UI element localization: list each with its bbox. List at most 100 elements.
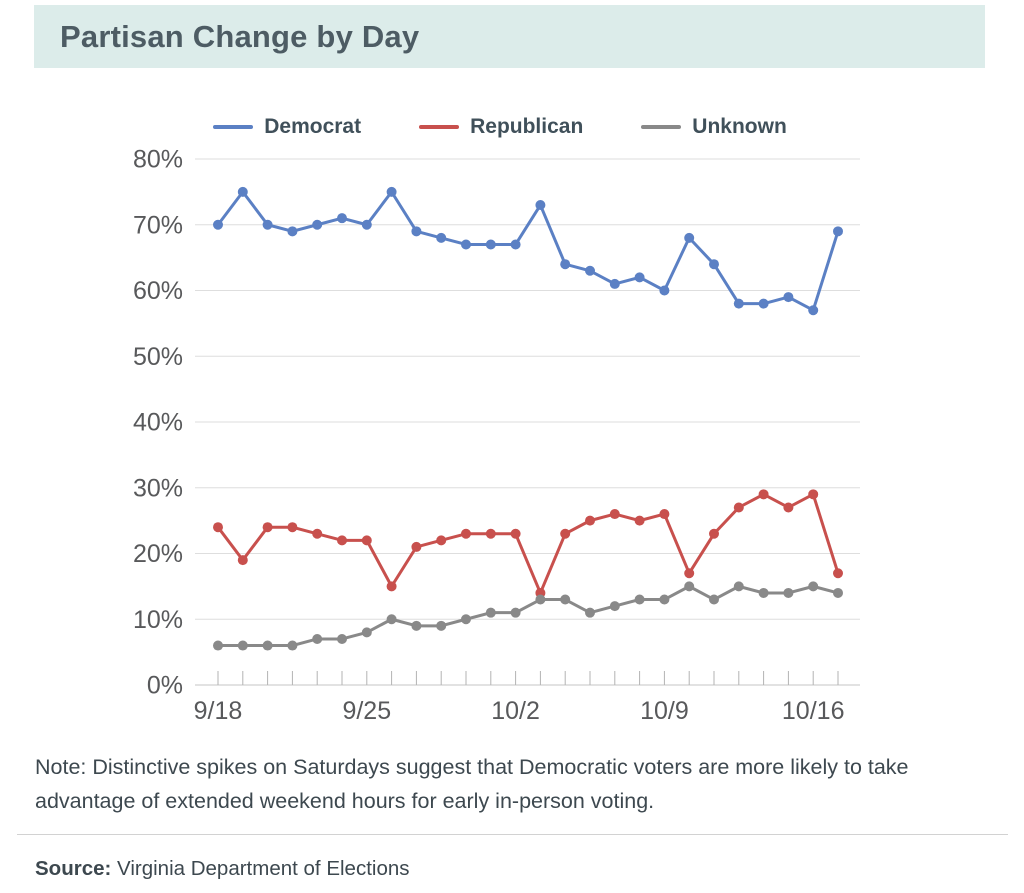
series-democrat-point <box>237 186 248 197</box>
series-unknown-point <box>609 601 620 612</box>
legend-swatch-democrat <box>213 125 254 129</box>
divider <box>17 833 1008 835</box>
series-unknown-point <box>634 594 645 605</box>
series-republican-point <box>833 568 843 579</box>
series-democrat-point <box>609 278 620 289</box>
chart-header: Partisan Change by Day <box>34 5 985 68</box>
x-axis-label: 9/25 <box>342 697 391 725</box>
series-democrat-point <box>535 200 546 211</box>
series-democrat-point <box>287 226 298 237</box>
series-republican-point <box>411 541 422 552</box>
series-unknown-point <box>411 620 422 631</box>
series-unknown-point <box>758 587 769 598</box>
series-republican-point <box>585 515 595 526</box>
series-unknown-point <box>485 607 496 618</box>
series-unknown-point <box>262 640 273 651</box>
series-unknown-line <box>216 584 840 648</box>
series-republican-point <box>262 522 273 533</box>
series-unknown-point <box>659 594 670 605</box>
note-line: advantage of extended weekend hours for … <box>35 789 655 814</box>
series-unknown-point <box>237 640 248 651</box>
series-republican-point <box>684 568 695 579</box>
series-democrat-point <box>485 239 496 250</box>
series-republican-point <box>461 528 471 539</box>
series-unknown-point <box>833 587 843 598</box>
legend-item-democrat: Democrat <box>213 115 361 139</box>
series-republican-point <box>436 535 447 546</box>
series-republican-point <box>361 535 372 546</box>
series-democrat-point <box>361 219 372 230</box>
series-unknown-point <box>312 633 323 644</box>
series-unknown-point <box>287 640 298 651</box>
series-republican-point <box>386 581 397 592</box>
series-democrat-line <box>216 190 840 312</box>
series-democrat-point <box>312 219 323 230</box>
series-democrat-point <box>461 239 471 250</box>
series-unknown-point <box>461 614 471 625</box>
y-axis-label: 80% <box>133 146 183 174</box>
series-republican-point <box>510 528 521 539</box>
series-unknown-point <box>733 581 744 592</box>
series-republican-point <box>237 555 248 566</box>
series-unknown-point <box>783 587 794 598</box>
series-unknown-point <box>535 594 546 605</box>
series-democrat-point <box>634 272 645 283</box>
series-republican-point <box>287 522 298 533</box>
series-unknown-point <box>510 607 521 618</box>
note-line: Note: Distinctive spikes on Saturdays su… <box>35 755 909 779</box>
series-democrat-point <box>684 232 695 243</box>
series-unknown-point <box>684 581 695 592</box>
series-unknown-point <box>436 620 447 631</box>
series-republican-point <box>634 515 645 526</box>
series-democrat-point <box>733 298 744 309</box>
series-republican-point <box>783 502 794 513</box>
y-axis-label: 40% <box>133 409 183 437</box>
series-unknown-point <box>361 627 372 638</box>
legend-item-republican: Republican <box>419 115 583 139</box>
series-democrat-point <box>833 226 843 237</box>
series-unknown-point <box>808 581 819 592</box>
y-axis-label: 70% <box>133 211 183 239</box>
series-democrat-point <box>262 219 273 230</box>
source-text: Virginia Department of Elections <box>117 856 410 880</box>
legend-swatch-unknown <box>641 125 682 129</box>
series-unknown-point <box>709 594 719 605</box>
y-axis-label: 30% <box>133 474 183 502</box>
series-unknown-point <box>386 614 397 625</box>
legend-label-democrat: Democrat <box>264 115 362 138</box>
series-republican-point <box>659 509 670 520</box>
series-unknown-point <box>337 633 347 644</box>
source-label: Source: <box>35 856 112 880</box>
legend-swatch-republican <box>419 125 460 129</box>
series-democrat-point <box>411 226 422 237</box>
series-republican-point <box>485 528 496 539</box>
series-democrat-point <box>783 292 794 303</box>
series-democrat-point <box>709 259 719 270</box>
series-republican-line <box>216 492 840 595</box>
series-republican-point <box>213 522 223 533</box>
series-democrat-point <box>808 305 819 316</box>
series-unknown-point <box>213 640 223 651</box>
chart-note: Note: Distinctive spikes on Saturdays su… <box>35 750 964 819</box>
page-title: Partisan Change by Day <box>60 18 420 54</box>
y-axis-label: 0% <box>147 672 183 700</box>
series-democrat-point <box>560 259 571 270</box>
series-republican-point <box>733 502 744 513</box>
series-democrat-point <box>758 298 769 309</box>
legend-label-unknown: Unknown <box>692 115 787 138</box>
series-unknown-point <box>585 607 595 618</box>
series-democrat-point <box>337 213 347 224</box>
series-republican-point <box>709 528 719 539</box>
series-republican-point <box>808 489 819 500</box>
series-republican-point <box>758 489 769 500</box>
x-axis-label: 9/18 <box>194 697 243 725</box>
series-unknown-point <box>560 594 571 605</box>
y-axis-label: 10% <box>133 606 183 634</box>
series-democrat-point <box>510 239 521 250</box>
series-republican-point <box>337 535 347 546</box>
series-democrat-point <box>213 219 223 230</box>
series-democrat-point <box>585 265 595 276</box>
y-axis-label: 60% <box>133 277 183 305</box>
x-axis-label: 10/9 <box>640 697 689 725</box>
x-axis-label: 10/2 <box>491 697 540 725</box>
